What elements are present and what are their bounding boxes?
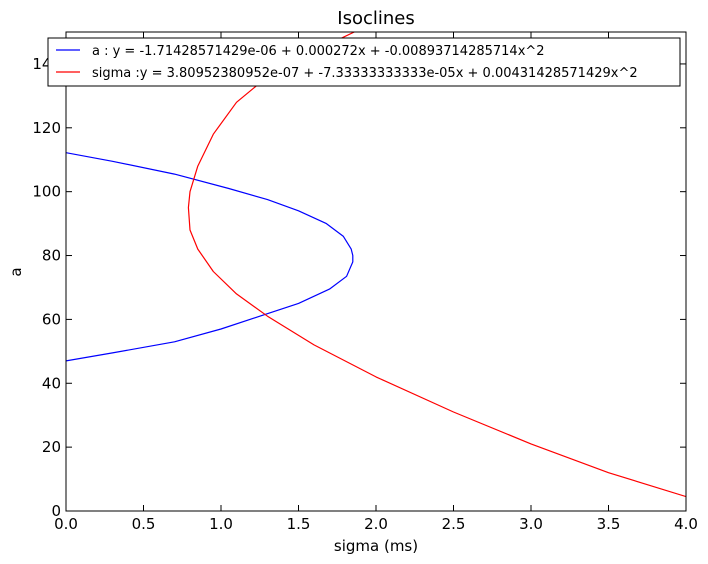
legend: a : y = -1.71428571429e-06 + 0.000272x +…	[47, 37, 681, 87]
series-line-sigma	[187, 32, 686, 498]
x-tick-label: 1.0	[209, 515, 233, 533]
y-tick-label: 0	[51, 502, 61, 520]
x-tick-label: 0.0	[54, 515, 78, 533]
legend-box	[47, 37, 681, 87]
x-axis-label: sigma (ms)	[334, 537, 418, 555]
x-tick-label: 3.5	[597, 515, 621, 533]
x-tick-label: 0.5	[132, 515, 156, 533]
x-tick-label: 1.5	[287, 515, 311, 533]
y-axis-label: a	[7, 267, 25, 276]
y-tick-label: 60	[42, 310, 61, 328]
x-tick-label: 3.0	[519, 515, 543, 533]
chart-title: Isoclines	[337, 8, 414, 29]
series-layer	[66, 32, 686, 498]
x-tick-label: 4.0	[674, 515, 698, 533]
plot-frame	[65, 31, 687, 512]
y-tick-label: 120	[32, 119, 61, 137]
legend-label-sigma: sigma :y = 3.80952380952e-07 + -7.333333…	[92, 66, 638, 81]
y-tick-label: 100	[32, 183, 61, 201]
x-tick-label: 2.5	[442, 515, 466, 533]
y-tick-label: 80	[42, 247, 61, 265]
y-tick-label: 20	[42, 438, 61, 456]
series-line-a	[66, 152, 354, 362]
y-tick-label: 40	[42, 374, 61, 392]
x-tick-label: 2.0	[364, 515, 388, 533]
plot-area	[66, 32, 686, 511]
legend-label-a: a : y = -1.71428571429e-06 + 0.000272x +…	[92, 44, 545, 59]
ticks-layer: 0.0 0.5 1.0 1.5 2.0 2.5 3.0 3.5 4.0 0 20 40 60 80 100 1…	[32, 32, 698, 533]
